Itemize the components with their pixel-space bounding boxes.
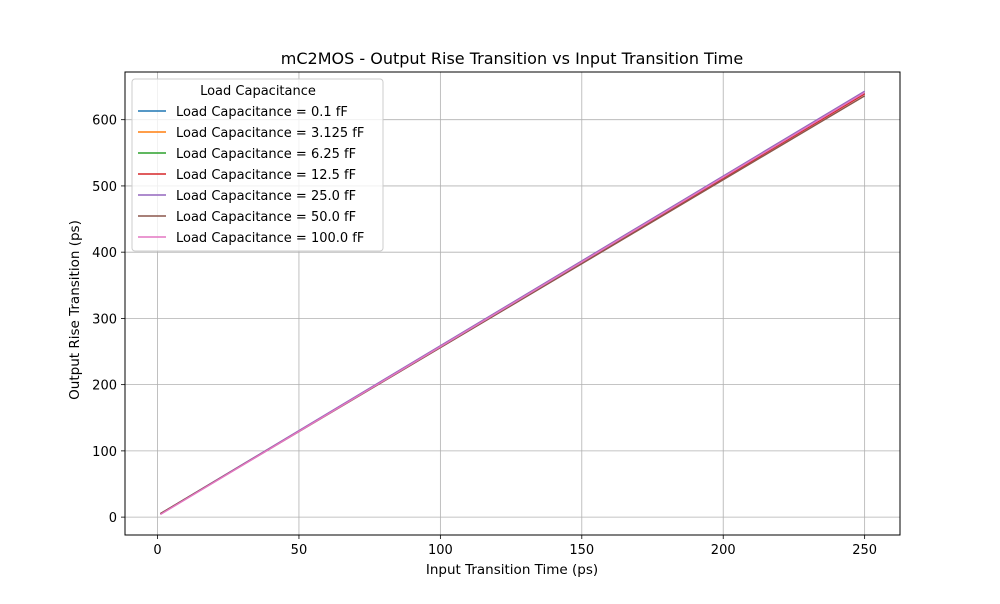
chart-title: mC2MOS - Output Rise Transition vs Input… — [281, 49, 743, 68]
y-tick-label: 600 — [92, 114, 117, 129]
legend-label-6: Load Capacitance = 50.0 fF — [176, 210, 356, 225]
y-tick-label: 200 — [92, 379, 117, 394]
y-tick-label: 0 — [109, 511, 117, 526]
y-axis-label: Output Rise Transition (ps) — [67, 220, 83, 400]
x-tick-label: 200 — [711, 543, 736, 558]
x-tick-label: 0 — [153, 543, 161, 558]
legend-box — [131, 78, 384, 252]
legend-label-1: Load Capacitance = 0.1 fF — [176, 105, 348, 120]
x-axis-label: Input Transition Time (ps) — [426, 562, 598, 578]
legend-label-2: Load Capacitance = 3.125 fF — [176, 126, 364, 141]
x-tick-label: 250 — [852, 543, 877, 558]
legend: Load Capacitance Load Capacitance = 0.1 … — [131, 78, 384, 252]
plot-frame — [124, 71, 901, 536]
series-lines — [159, 90, 866, 516]
legend-label-7: Load Capacitance = 100.0 fF — [176, 231, 364, 246]
y-tick-label: 500 — [92, 180, 117, 195]
legend-label-3: Load Capacitance = 6.25 fF — [176, 147, 356, 162]
x-tick-label: 150 — [569, 543, 594, 558]
legend-label-4: Load Capacitance = 12.5 fF — [176, 168, 356, 183]
y-tick-label: 300 — [92, 312, 117, 327]
series-line-7 — [159, 91, 866, 516]
x-tick-label: 100 — [428, 543, 453, 558]
legend-label-5: Load Capacitance = 25.0 fF — [176, 189, 356, 204]
x-tick-label: 50 — [291, 543, 308, 558]
y-tick-label: 400 — [92, 246, 117, 261]
axis-ticks: 0 50 100 150 200 250 0 100 200 300 400 500 600 — [92, 114, 877, 558]
legend-title: Load Capacitance — [200, 84, 316, 99]
y-tick-label: 100 — [92, 445, 117, 460]
